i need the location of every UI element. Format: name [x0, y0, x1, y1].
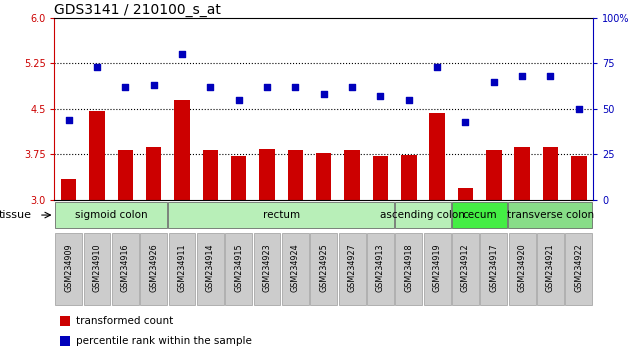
- Text: GSM234924: GSM234924: [291, 243, 300, 292]
- Text: transverse colon: transverse colon: [507, 210, 594, 220]
- Bar: [395, 233, 422, 305]
- Bar: [203, 150, 218, 200]
- Point: [177, 51, 187, 57]
- Bar: [174, 100, 190, 200]
- Point: [121, 84, 131, 90]
- Text: percentile rank within the sample: percentile rank within the sample: [76, 336, 252, 346]
- Text: GSM234926: GSM234926: [149, 243, 158, 292]
- Bar: [117, 150, 133, 200]
- Text: GSM234916: GSM234916: [121, 243, 130, 292]
- Point: [290, 84, 301, 90]
- Text: GSM234914: GSM234914: [206, 243, 215, 292]
- Text: GSM234917: GSM234917: [489, 243, 498, 292]
- Text: GSM234911: GSM234911: [178, 243, 187, 292]
- Point: [545, 73, 556, 79]
- Text: cecum: cecum: [462, 210, 497, 220]
- Bar: [254, 233, 281, 305]
- Text: ascending colon: ascending colon: [381, 210, 465, 220]
- Text: GSM234921: GSM234921: [546, 243, 555, 292]
- Text: GSM234927: GSM234927: [347, 243, 356, 292]
- Point: [92, 64, 102, 70]
- Text: GSM234915: GSM234915: [234, 243, 243, 292]
- Text: GSM234909: GSM234909: [64, 243, 73, 292]
- Bar: [344, 150, 360, 200]
- Bar: [89, 111, 104, 200]
- Bar: [571, 156, 587, 200]
- Bar: [508, 202, 592, 228]
- Point: [319, 91, 329, 97]
- Point: [517, 73, 527, 79]
- Bar: [83, 233, 110, 305]
- Bar: [429, 113, 445, 200]
- Text: GSM234912: GSM234912: [461, 243, 470, 292]
- Text: GSM234920: GSM234920: [517, 243, 526, 292]
- Point: [375, 93, 385, 99]
- Text: rectum: rectum: [263, 210, 300, 220]
- Text: GSM234925: GSM234925: [319, 243, 328, 292]
- Point: [262, 84, 272, 90]
- Bar: [372, 156, 388, 200]
- Bar: [565, 233, 592, 305]
- Point: [460, 119, 470, 125]
- Text: GSM234910: GSM234910: [92, 243, 101, 292]
- Bar: [537, 233, 564, 305]
- Text: GSM234923: GSM234923: [263, 243, 272, 292]
- Text: GSM234922: GSM234922: [574, 243, 583, 292]
- Bar: [452, 202, 507, 228]
- Bar: [486, 150, 501, 200]
- Bar: [231, 156, 247, 200]
- Bar: [480, 233, 507, 305]
- Point: [574, 106, 584, 112]
- Text: GDS3141 / 210100_s_at: GDS3141 / 210100_s_at: [54, 3, 221, 17]
- Bar: [338, 233, 365, 305]
- Bar: [543, 147, 558, 200]
- Bar: [458, 188, 473, 200]
- Bar: [55, 202, 167, 228]
- Bar: [146, 147, 162, 200]
- Text: transformed count: transformed count: [76, 316, 173, 326]
- Bar: [259, 149, 275, 200]
- Bar: [367, 233, 394, 305]
- Bar: [197, 233, 224, 305]
- Bar: [60, 336, 70, 346]
- Bar: [514, 147, 530, 200]
- Bar: [452, 233, 479, 305]
- Bar: [60, 316, 70, 326]
- Bar: [288, 150, 303, 200]
- Bar: [401, 155, 417, 200]
- Bar: [112, 233, 139, 305]
- Point: [63, 117, 74, 122]
- Point: [488, 79, 499, 84]
- Point: [205, 84, 215, 90]
- Bar: [282, 233, 309, 305]
- Bar: [395, 202, 451, 228]
- Point: [404, 97, 414, 103]
- Bar: [169, 233, 196, 305]
- Bar: [61, 179, 76, 200]
- Bar: [225, 233, 252, 305]
- Text: GSM234918: GSM234918: [404, 243, 413, 292]
- Point: [432, 64, 442, 70]
- Bar: [424, 233, 451, 305]
- Bar: [316, 153, 331, 200]
- Bar: [55, 233, 82, 305]
- Point: [233, 97, 244, 103]
- Bar: [508, 233, 535, 305]
- Text: GSM234913: GSM234913: [376, 243, 385, 292]
- Text: GSM234919: GSM234919: [433, 243, 442, 292]
- Text: sigmoid colon: sigmoid colon: [75, 210, 147, 220]
- Point: [347, 84, 357, 90]
- Text: tissue: tissue: [0, 210, 32, 220]
- Bar: [169, 202, 394, 228]
- Point: [149, 82, 159, 88]
- Bar: [140, 233, 167, 305]
- Bar: [310, 233, 337, 305]
